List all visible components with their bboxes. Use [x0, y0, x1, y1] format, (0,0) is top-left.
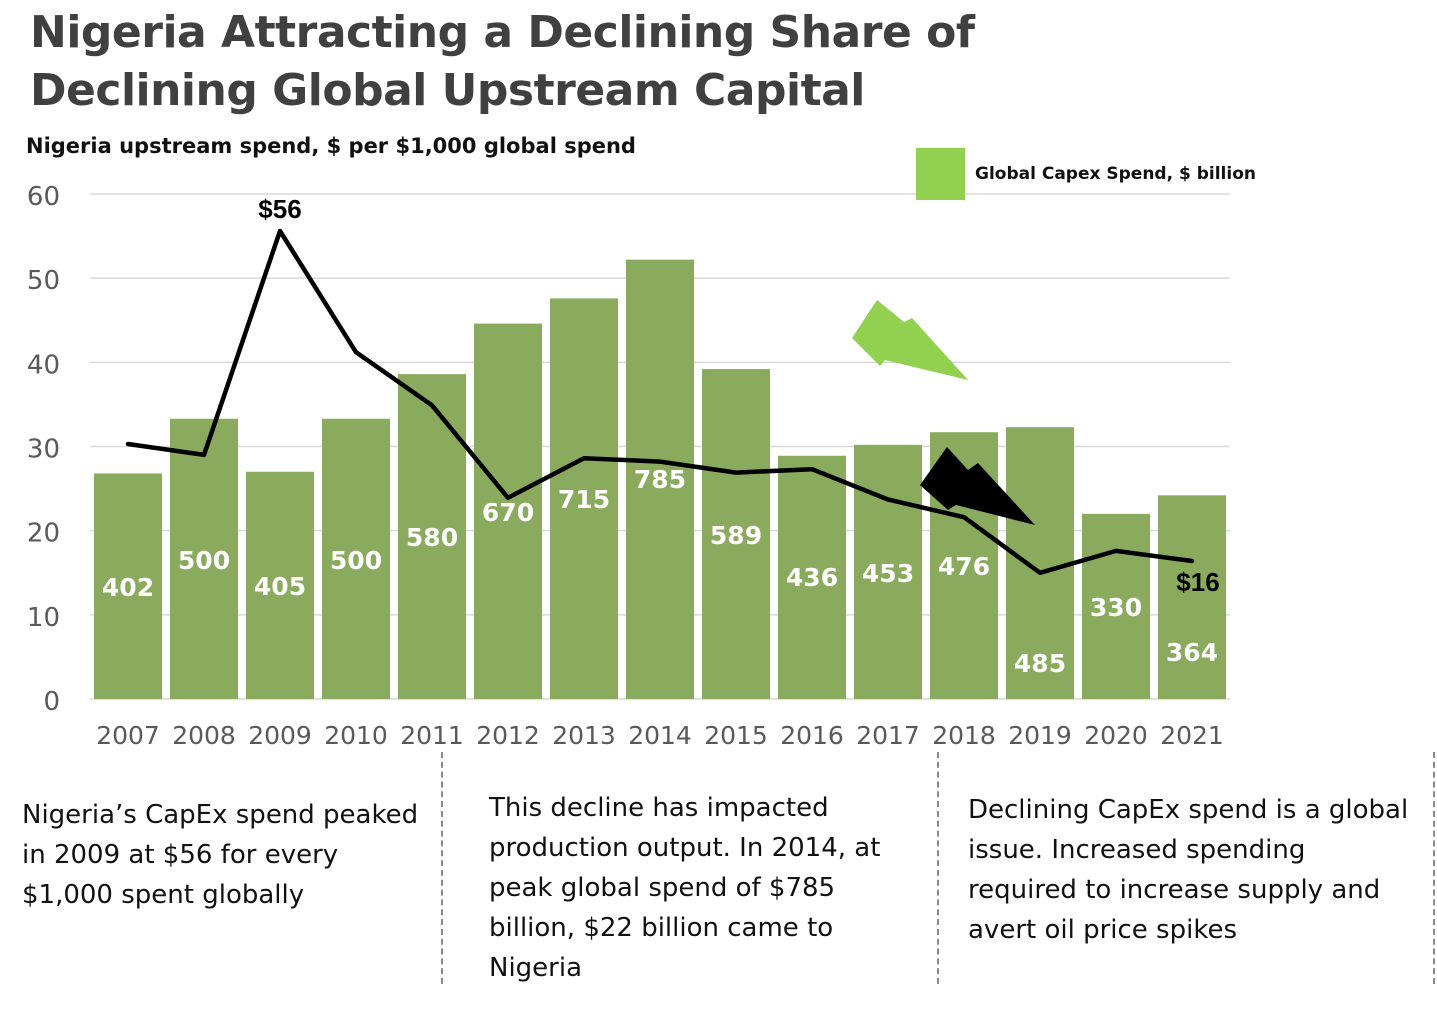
bar	[322, 418, 390, 699]
x-tick-label: 2020	[1084, 721, 1148, 750]
combo-chart: 0 10 20 30 40 50 60 2007 2008 2009 2010 2011 2012 201…	[27, 182, 1230, 750]
bar-data-label: 364	[1166, 638, 1218, 667]
divider-3	[1433, 752, 1435, 984]
x-tick-label: 2021	[1160, 721, 1224, 750]
x-tick-label: 2018	[932, 721, 996, 750]
bar	[778, 455, 846, 699]
x-tick-label: 2007	[96, 721, 160, 750]
bar	[1158, 495, 1226, 699]
y-tick-label: 10	[27, 603, 60, 633]
note-peak: Nigeria’s CapEx spend peaked in 2009 at …	[22, 800, 419, 910]
chart-title-line-1: Nigeria Attracting a Declining Share of	[30, 7, 975, 58]
bar	[398, 374, 466, 699]
bar	[854, 444, 922, 699]
legend-swatch	[916, 148, 965, 200]
line-annotation: $56	[258, 194, 301, 224]
x-tick-label: 2009	[248, 721, 312, 750]
bar	[246, 471, 314, 699]
bar	[1006, 427, 1074, 699]
bar	[94, 473, 162, 699]
x-tick-label: 2008	[172, 721, 236, 750]
chart-title-line-2: Declining Global Upstream Capital	[30, 65, 865, 116]
green-arrow-icon	[852, 300, 968, 380]
x-tick-label: 2015	[704, 721, 768, 750]
divider-2	[937, 752, 939, 984]
bar	[474, 323, 542, 699]
bar	[702, 369, 770, 699]
x-tick-label: 2013	[552, 721, 616, 750]
y-tick-label: 40	[27, 350, 60, 380]
y-tick-label: 50	[27, 266, 60, 296]
divider-1	[441, 752, 443, 984]
note-global: Declining CapEx spend is a global issue.…	[968, 795, 1409, 945]
x-tick-label: 2019	[1008, 721, 1072, 750]
line-series	[125, 228, 1195, 576]
bar-data-label: 500	[330, 546, 382, 575]
legend-label: Global Capex Spend, $ billion	[975, 164, 1256, 184]
black-arrow-icon	[920, 447, 1035, 525]
y-tick-label: 20	[27, 519, 60, 549]
bar-data-label: 330	[1090, 593, 1142, 622]
bar-data-label: 715	[558, 485, 610, 514]
bar-data-label: 453	[862, 559, 914, 588]
bar-data-label: 436	[786, 563, 838, 592]
bar-data-label: 589	[710, 521, 762, 550]
bar-data-label: 580	[406, 523, 458, 552]
bar-data-label: 670	[482, 498, 534, 527]
bar-data-label: 785	[634, 465, 686, 494]
chart-subtitle: Nigeria upstream spend, $ per $1,000 glo…	[26, 134, 636, 158]
line-annotation: $16	[1176, 567, 1219, 597]
y-tick-label: 60	[27, 182, 60, 212]
bar	[1082, 513, 1150, 699]
legend: Global Capex Spend, $ billion	[916, 148, 1256, 200]
bar-data-label: 405	[254, 572, 306, 601]
bar	[550, 298, 618, 699]
bar-data-label: 402	[102, 573, 154, 602]
note-decline: This decline has impacted production out…	[489, 793, 881, 983]
x-tick-label: 2014	[628, 721, 692, 750]
bar-data-label: 500	[178, 546, 230, 575]
chart-title: Nigeria Attracting a Declining Share of …	[30, 4, 1030, 120]
x-tick-label: 2016	[780, 721, 844, 750]
bar-data-label: 485	[1014, 649, 1066, 678]
y-tick-label: 30	[27, 435, 60, 465]
bar	[626, 259, 694, 699]
x-tick-label: 2010	[324, 721, 388, 750]
x-tick-label: 2017	[856, 721, 920, 750]
bar-data-label: 476	[938, 552, 990, 581]
y-tick-label: 0	[43, 687, 60, 717]
x-tick-label: 2012	[476, 721, 540, 750]
bar	[170, 418, 238, 699]
x-tick-label: 2011	[400, 721, 464, 750]
